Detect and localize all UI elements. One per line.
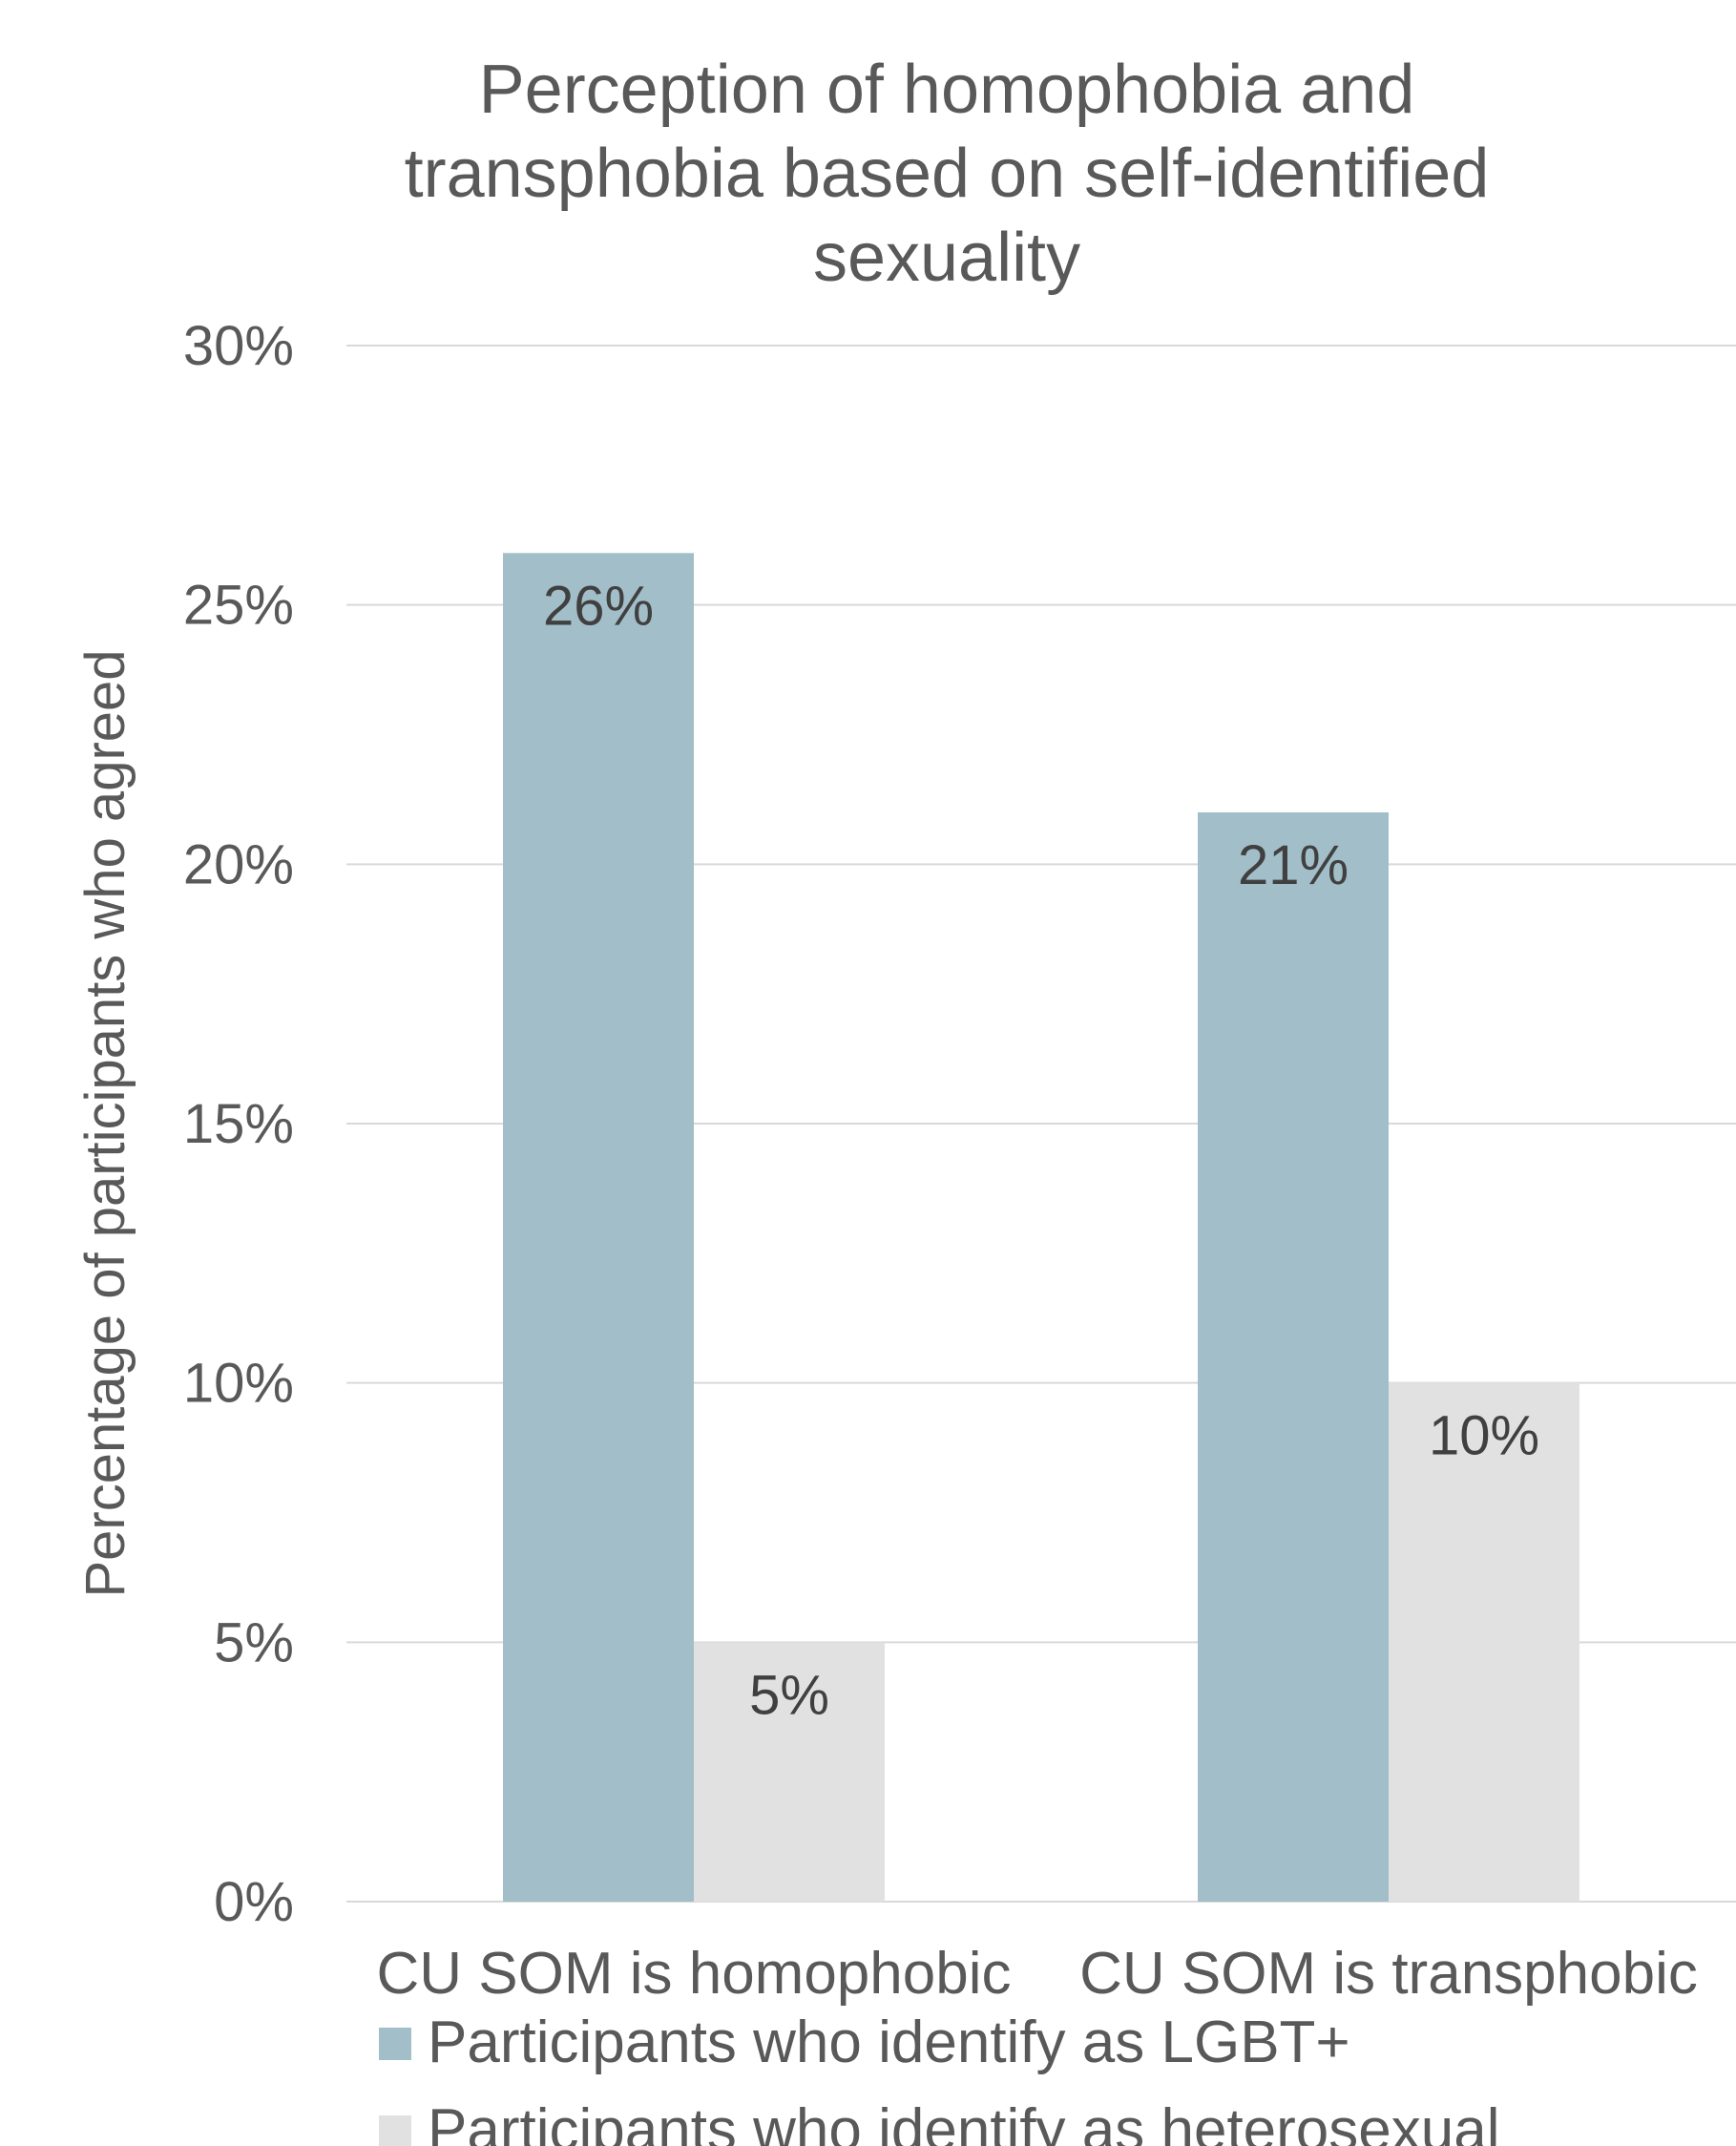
- y-tick-label: 30%: [183, 315, 294, 377]
- legend-label: Participants who identify as heterosexua…: [428, 2097, 1500, 2146]
- x-tick-label: CU SOM is homophobic: [376, 1941, 1011, 2007]
- y-axis-label: Percentage of participants who agreed: [74, 649, 136, 1597]
- bar-series-2: [694, 1642, 885, 1902]
- bar-series-2: [1389, 1382, 1579, 1902]
- data-labels: 26% 5% 21% 10%: [543, 575, 1539, 1726]
- y-tick-label: 20%: [183, 833, 294, 895]
- chart-title-line: transphobia based on self-identified: [405, 136, 1490, 212]
- legend-label: Participants who identify as LGBT+: [428, 2009, 1350, 2075]
- chart-title: Perception of homophobia and transphobia …: [405, 52, 1490, 296]
- bar-series-1: [1198, 812, 1389, 1902]
- y-tick-label: 10%: [183, 1353, 294, 1415]
- y-tick-label: 5%: [214, 1611, 294, 1673]
- bars: [503, 553, 1579, 1903]
- data-label: 10%: [1429, 1405, 1539, 1467]
- x-axis-tick-labels: CU SOM is homophobic CU SOM is transphobi…: [376, 1941, 1697, 2007]
- data-label: 26%: [543, 575, 654, 637]
- y-tick-label: 0%: [214, 1871, 294, 1933]
- bar-series-1: [503, 553, 694, 1903]
- y-tick-label: 15%: [183, 1093, 294, 1155]
- legend-swatch: [379, 2115, 411, 2146]
- data-label: 5%: [749, 1664, 829, 1726]
- x-tick-label: CU SOM is transphobic: [1079, 1941, 1698, 2007]
- legend: Participants who identify as LGBT+ Partic…: [379, 2009, 1500, 2146]
- data-label: 21%: [1238, 834, 1349, 896]
- chart-title-line: Perception of homophobia and: [479, 52, 1415, 128]
- y-tick-label: 25%: [183, 575, 294, 637]
- legend-swatch: [379, 2028, 411, 2060]
- y-axis-tick-labels: 0% 5% 10% 15% 20% 25% 30%: [183, 315, 294, 1933]
- chart-title-line: sexuality: [813, 220, 1080, 296]
